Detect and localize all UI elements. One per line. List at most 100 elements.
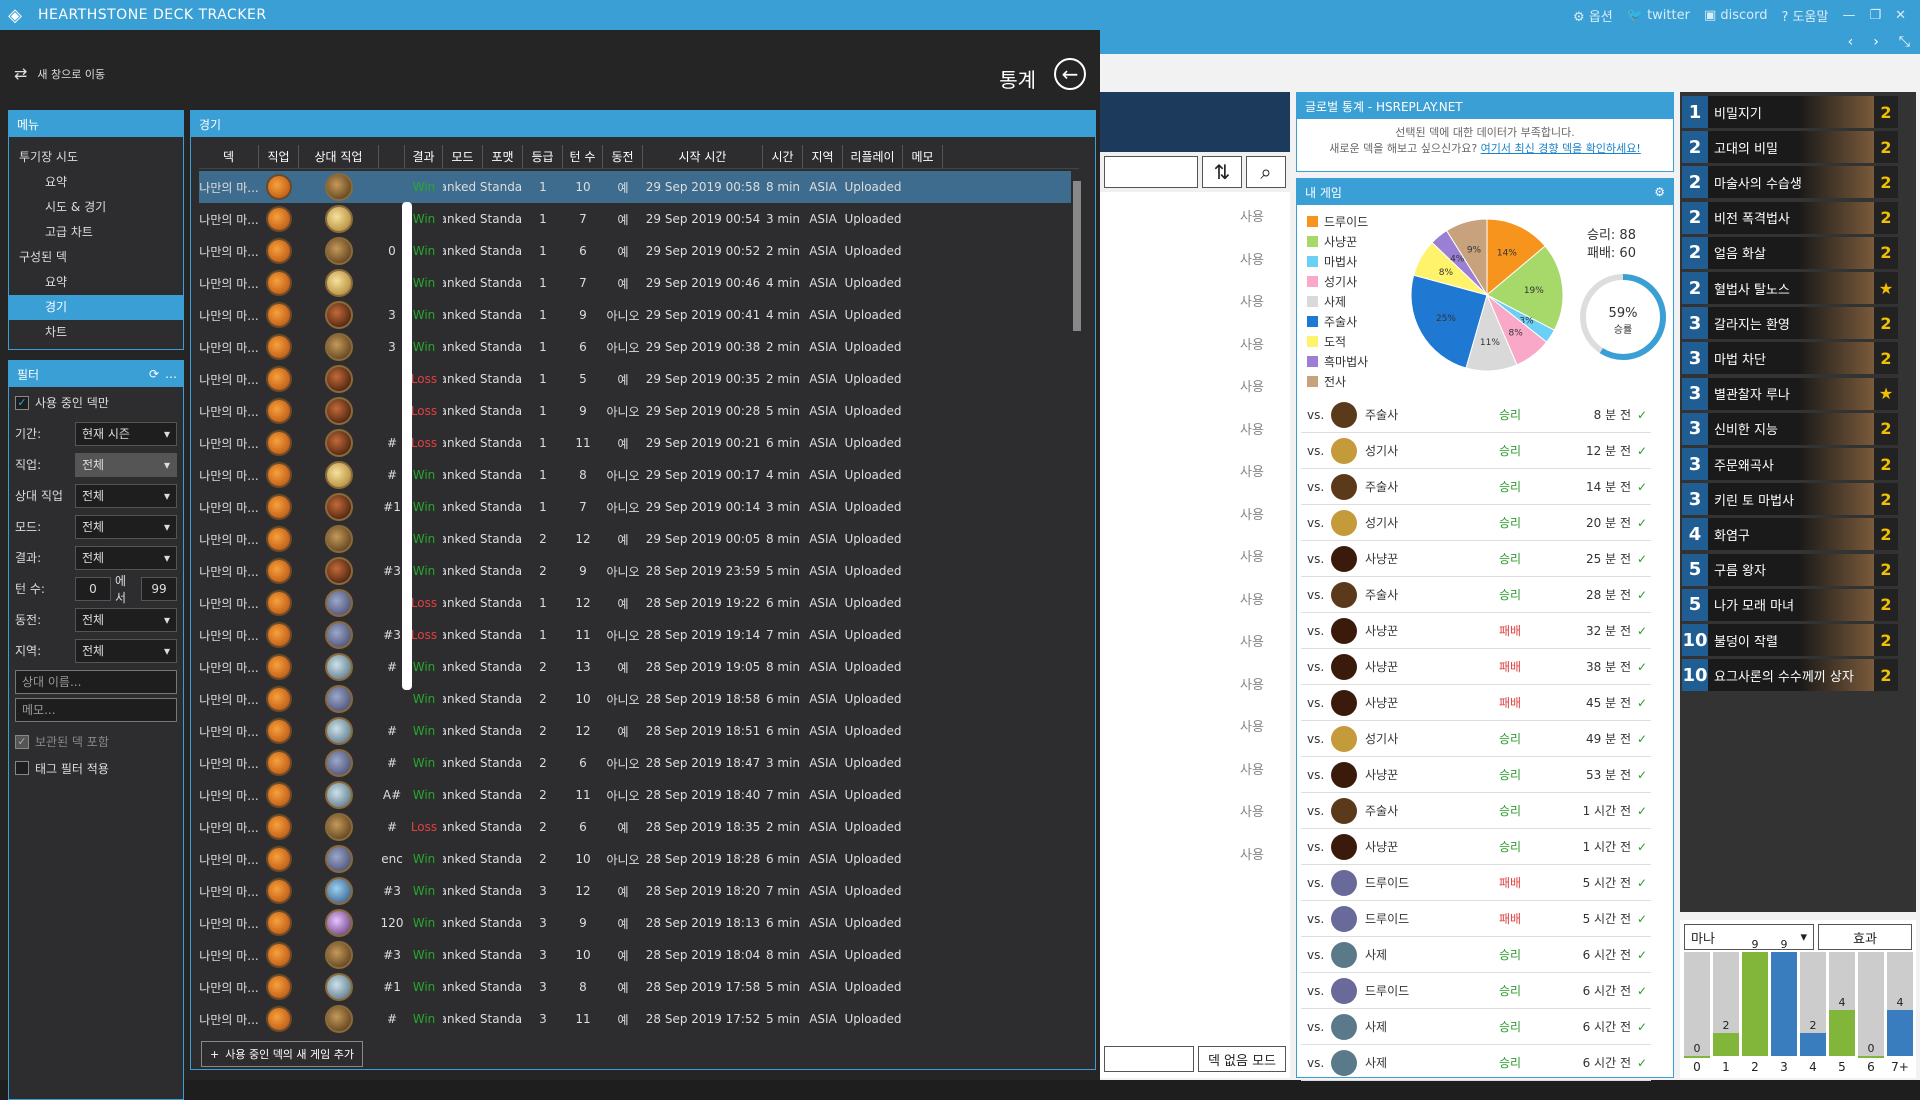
- curve-type-select[interactable]: 마나 ▾: [1684, 924, 1814, 950]
- match-row[interactable]: vs. 주술사 승리 14 분 전 ✓: [1301, 469, 1651, 505]
- prev-arrow-icon[interactable]: ‹: [1847, 34, 1854, 50]
- use-deck-label[interactable]: 사용: [1240, 295, 1264, 310]
- deck-filter-input[interactable]: [1104, 1046, 1194, 1072]
- minimize-icon[interactable]: —: [1842, 7, 1856, 23]
- effect-button[interactable]: 효과: [1818, 924, 1912, 950]
- match-row[interactable]: vs. 드루이드 패배 5 시간 전 ✓: [1301, 901, 1651, 937]
- match-row[interactable]: vs. 사제 승리 6 시간 전 ✓: [1301, 937, 1651, 973]
- no-deck-mode-button[interactable]: 덱 없음 모드: [1198, 1046, 1286, 1072]
- table-row[interactable]: 나만의 마... Loss Ranked Standard 1 5 예 29 Sep 201…: [199, 363, 1071, 395]
- table-row[interactable]: 나만의 마... Win Ranked Standard 1 7 예 29 Sep 2019…: [199, 203, 1071, 235]
- table-row[interactable]: 나만의 마...#LossRanked Standard111예29 Sep 2…: [199, 427, 1071, 459]
- table-row[interactable]: 나만의 마... A# Win Ranked Standard 2 11 아니오 28 Sep…: [199, 779, 1071, 811]
- next-arrow-icon[interactable]: ›: [1873, 34, 1879, 50]
- region-select[interactable]: 전체 ▾: [75, 638, 177, 663]
- menu-item[interactable]: 요약: [45, 175, 68, 189]
- refresh-icon[interactable]: ⟳: [148, 367, 159, 381]
- column-header[interactable]: 상대 직업: [299, 145, 379, 168]
- column-header[interactable]: 직업: [259, 145, 299, 168]
- use-deck-label[interactable]: 사용: [1240, 337, 1264, 353]
- menu-item[interactable]: 시도 & 경기: [45, 200, 107, 214]
- column-header[interactable]: 메모: [903, 145, 943, 168]
- menu-item[interactable]: 투기장 시도: [19, 150, 79, 164]
- match-row[interactable]: vs. 사제 승리 6 시간 전 ✓: [1301, 1045, 1651, 1081]
- match-row[interactable]: vs. 주술사 승리 28 분 전 ✓: [1301, 577, 1651, 613]
- mode-select[interactable]: 전체 ▾: [75, 514, 177, 539]
- column-header[interactable]: 모드: [443, 145, 483, 168]
- memo-input[interactable]: 메모...: [15, 698, 177, 722]
- match-row[interactable]: vs. 주술사 승리 1 시간 전 ✓: [1301, 793, 1651, 829]
- table-row[interactable]: 나만의 마...#3LossRanked Standard111아니오28 Se…: [199, 619, 1071, 651]
- trending-decks-link[interactable]: 여기서 최신 경향 덱을 확인하세요!: [1480, 142, 1641, 155]
- search-icon[interactable]: ⌕: [1246, 156, 1286, 188]
- column-header[interactable]: 지역: [803, 145, 843, 168]
- match-row[interactable]: vs. 드루이드 승리 6 시간 전 ✓: [1301, 973, 1651, 1009]
- menu-item[interactable]: 고급 차트: [45, 225, 93, 239]
- more-icon[interactable]: …: [165, 367, 177, 381]
- table-row[interactable]: 나만의 마... # Win Ranked Standard 3 11 예 28 Sep 20…: [199, 1003, 1071, 1035]
- use-deck-label[interactable]: 사용: [1240, 677, 1264, 693]
- use-deck-label[interactable]: 사용: [1240, 507, 1264, 523]
- use-deck-label[interactable]: 사용: [1240, 635, 1264, 650]
- opponent-name-input[interactable]: 상대 이름...: [15, 670, 177, 694]
- use-deck-label[interactable]: 사용: [1240, 762, 1264, 778]
- turns-max-input[interactable]: 99: [141, 576, 177, 601]
- table-row[interactable]: 나만의 마... Win Ranked Standard 2 10 아니오 28 Sep 2…: [199, 683, 1071, 715]
- table-row[interactable]: 나만의 마... #3 Win Ranked Standard 3 12 예 28 Sep 2…: [199, 875, 1071, 907]
- maximize-icon[interactable]: ❐: [1869, 7, 1882, 23]
- class-select[interactable]: 전체 ▾: [75, 452, 177, 477]
- table-row[interactable]: 나만의 마... # Win Ranked Standard 1 8 아니오 29 Sep 2…: [199, 459, 1071, 491]
- column-header[interactable]: 시간: [763, 145, 803, 168]
- deck-card[interactable]: 3 별관찰자 루나 ★: [1682, 377, 1898, 410]
- use-deck-label[interactable]: 사용: [1240, 210, 1264, 225]
- menu-item[interactable]: 차트: [45, 325, 68, 339]
- use-deck-label[interactable]: 사용: [1240, 592, 1264, 608]
- table-row[interactable]: 나만의 마... # Loss Ranked Standard 2 6 예 28 Sep 20…: [199, 811, 1071, 843]
- table-row[interactable]: 나만의 마... # Win Ranked Standard 2 12 예 28 Sep 20…: [199, 715, 1071, 747]
- help-button[interactable]: ? 도움말: [1781, 9, 1829, 25]
- column-header[interactable]: 시작 시간: [643, 145, 763, 168]
- match-row[interactable]: vs. 사냥꾼 패배 32 분 전 ✓: [1301, 613, 1651, 649]
- deck-card[interactable]: 3 갈라지는 환영 2: [1682, 307, 1898, 340]
- deck-card[interactable]: 2 혈법사 탈노스 ★: [1682, 272, 1898, 304]
- match-row[interactable]: vs. 성기사 승리 20 분 전 ✓: [1301, 505, 1651, 541]
- deck-card[interactable]: 2 얼음 화살 2: [1682, 236, 1898, 269]
- use-deck-label[interactable]: 사용: [1240, 422, 1264, 438]
- new-window-button[interactable]: ⇄ 새 창으로 이동: [14, 64, 106, 83]
- table-row[interactable]: 나만의 마... #3 Win Ranked Standard 3 10 예 28 Sep 2…: [199, 939, 1071, 971]
- table-row[interactable]: 나만의 마... #3 Win Ranked Standard 2 9 아니오 28 Sep …: [199, 555, 1071, 587]
- twitter-button[interactable]: 🐦 twitter: [1626, 7, 1690, 23]
- sort-icon[interactable]: ⇅: [1202, 156, 1242, 188]
- deck-card[interactable]: 5 구름 왕자 2: [1682, 553, 1898, 586]
- discord-button[interactable]: ▣ discord: [1703, 7, 1768, 23]
- use-deck-label[interactable]: 사용: [1240, 252, 1264, 268]
- use-deck-label[interactable]: 사용: [1240, 550, 1264, 565]
- deck-card[interactable]: 3 주문왜곡사 2: [1682, 448, 1898, 480]
- include-archived-checkbox[interactable]: ✓ 보관된 덱 포함: [9, 726, 183, 757]
- use-deck-label[interactable]: 사용: [1240, 465, 1264, 480]
- table-row[interactable]: 나만의 마... 3 Win Ranked Standard 1 9 아니오 29 Sep 2…: [199, 299, 1071, 331]
- table-row[interactable]: 나만의 마... Win Ranked Standard 1 7 예 29 Sep 2019…: [199, 267, 1071, 299]
- opp-class-select[interactable]: 전체 ▾: [75, 483, 177, 508]
- period-select[interactable]: 현재 시즌 ▾: [75, 421, 177, 446]
- match-row[interactable]: vs. 성기사 승리 12 분 전 ✓: [1301, 433, 1651, 469]
- use-deck-label[interactable]: 사용: [1240, 805, 1264, 820]
- active-deck-only-checkbox[interactable]: ✓ 사용 중인 덱만: [9, 387, 183, 418]
- column-header[interactable]: 턴 수: [563, 145, 603, 168]
- match-row[interactable]: vs. 사냥꾼 승리 1 시간 전 ✓: [1301, 829, 1651, 865]
- add-game-button[interactable]: + 사용 중인 덱의 새 게임 추가: [201, 1041, 364, 1067]
- deck-card[interactable]: 3 마법 차단 2: [1682, 342, 1898, 375]
- deck-card[interactable]: 10 요그사론의 수수께끼 상자 2: [1682, 659, 1898, 692]
- match-row[interactable]: vs. 사냥꾼 승리 25 분 전 ✓: [1301, 541, 1651, 577]
- back-arrow-icon[interactable]: ←: [1054, 58, 1086, 90]
- result-select[interactable]: 전체 ▾: [75, 545, 177, 570]
- turns-min-input[interactable]: 0: [74, 576, 111, 601]
- deck-card[interactable]: 2 고대의 비밀 2: [1682, 131, 1898, 164]
- close-icon[interactable]: ✕: [1895, 7, 1906, 23]
- column-header[interactable]: 덱: [199, 145, 259, 168]
- table-row[interactable]: 나만의 마... Loss Ranked Standard 1 12 예 28 Sep 20…: [199, 587, 1071, 619]
- table-row[interactable]: 나만의 마... #1 Win Ranked Standard 1 7 아니오 29 Sep …: [199, 491, 1071, 523]
- table-row[interactable]: 나만의 마... 0 Win Ranked Standard 1 6 예 29 Sep 201…: [199, 235, 1071, 267]
- deck-card[interactable]: 1 비밀지기 2: [1682, 96, 1898, 128]
- menu-item[interactable]: 요약: [45, 275, 68, 289]
